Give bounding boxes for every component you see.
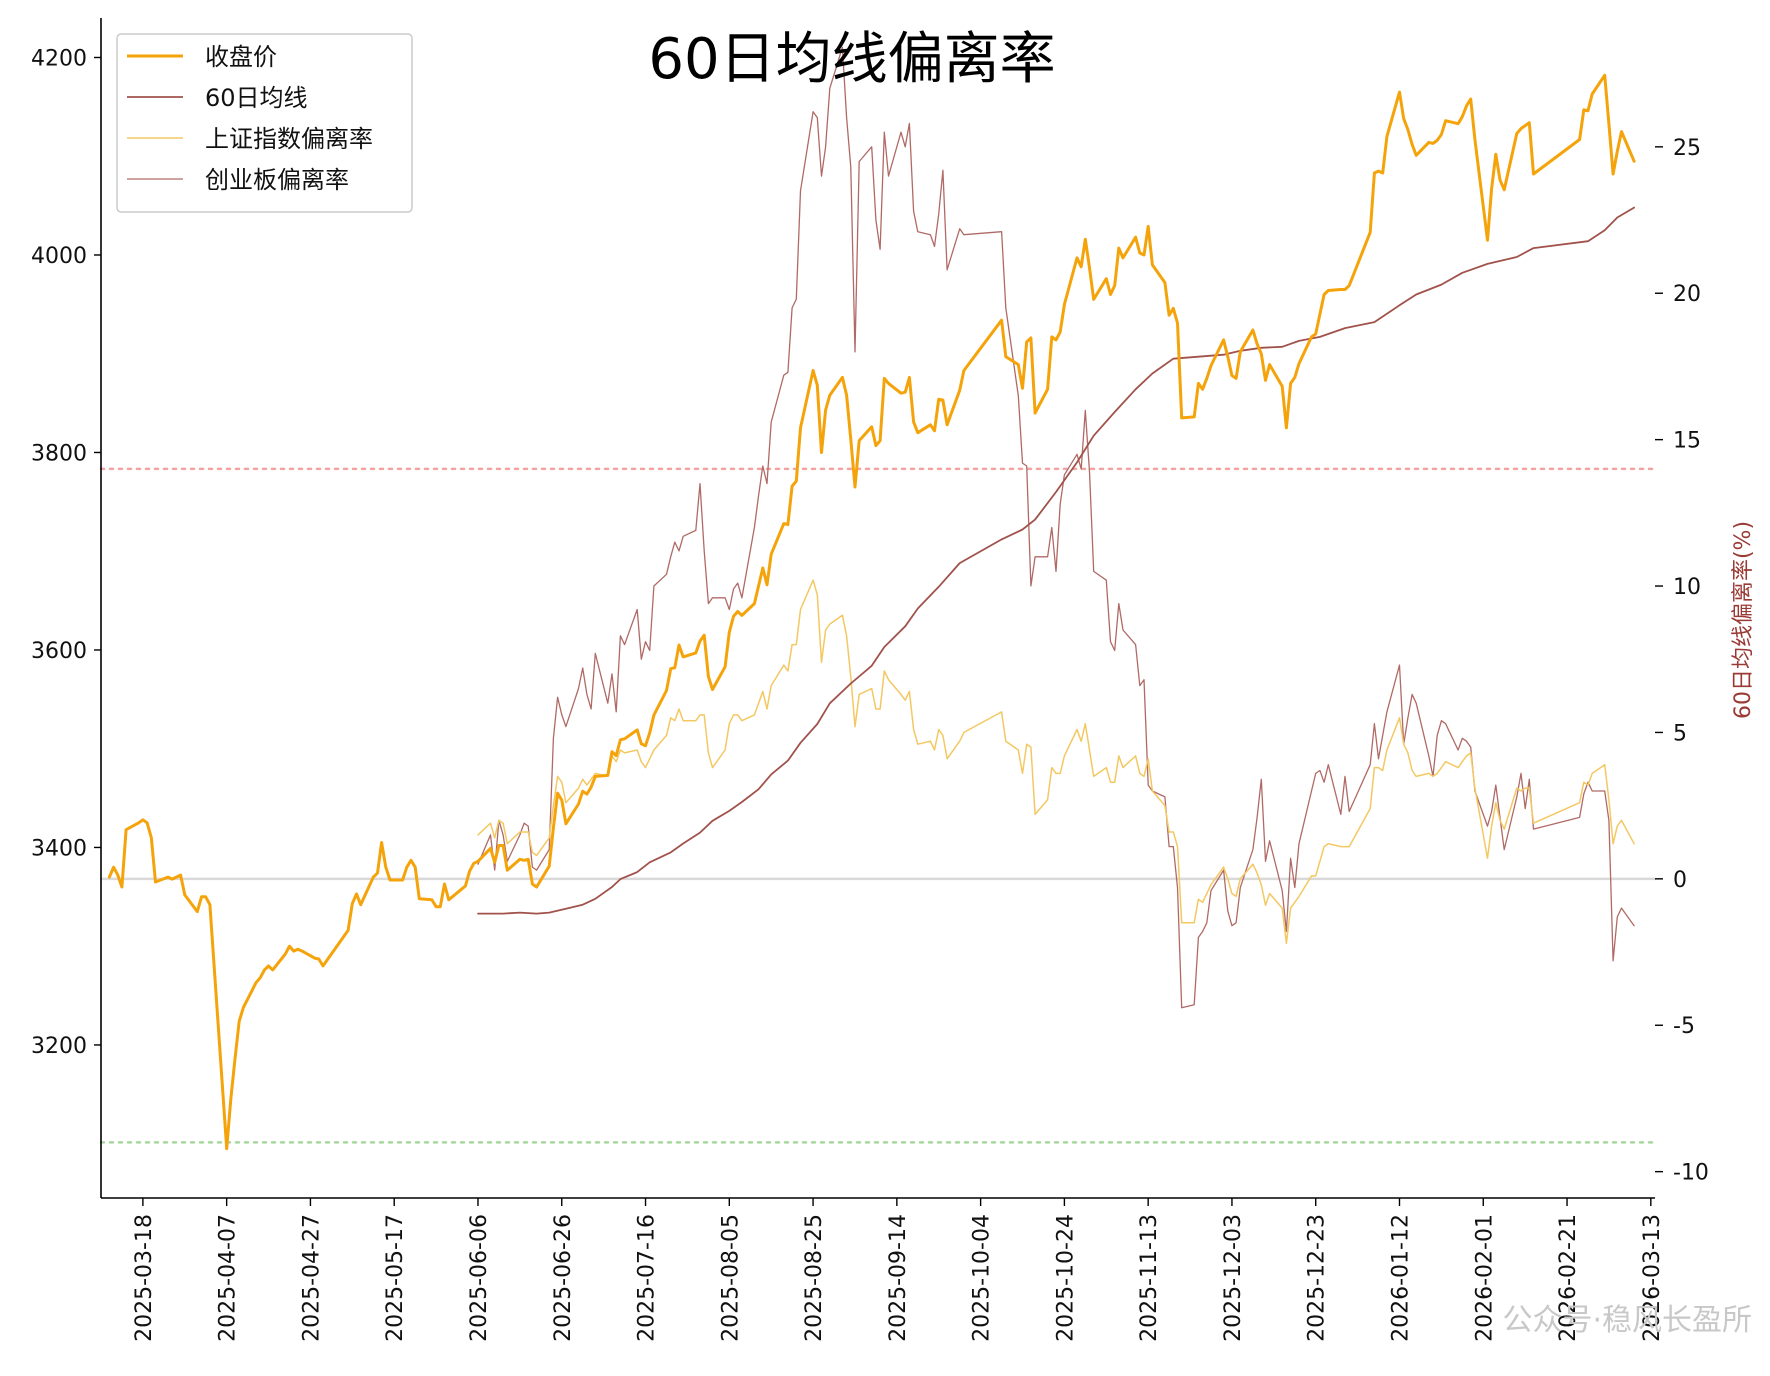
x-tick-label: 2026-02-01 bbox=[1472, 1214, 1497, 1342]
x-tick-label: 2025-10-24 bbox=[1053, 1214, 1078, 1342]
x-tick-label: 2025-07-16 bbox=[635, 1214, 660, 1342]
series-line-3 bbox=[477, 579, 1635, 945]
series-layer bbox=[107, 46, 1636, 1151]
left-tick-label: 3800 bbox=[31, 441, 87, 466]
series-line-1 bbox=[107, 73, 1636, 1151]
chart-title: 60日均线偏离率 bbox=[648, 27, 1055, 92]
right-tick-label: 10 bbox=[1673, 575, 1701, 600]
left-tick-label: 3600 bbox=[31, 639, 87, 664]
left-tick-label: 3400 bbox=[31, 836, 87, 861]
right-tick-label: -5 bbox=[1673, 1014, 1695, 1039]
series-line-2 bbox=[477, 206, 1635, 915]
right-tick-label: 15 bbox=[1673, 429, 1701, 454]
x-tick-label: 2025-10-04 bbox=[970, 1214, 995, 1342]
right-tick-label: 20 bbox=[1673, 282, 1701, 307]
x-tick-label: 2026-02-21 bbox=[1556, 1214, 1581, 1342]
x-tick-label: 2025-06-26 bbox=[551, 1214, 576, 1342]
x-tick-label: 2025-12-23 bbox=[1305, 1214, 1330, 1342]
left-tick-label: 4000 bbox=[31, 244, 87, 269]
x-tick-label: 2025-04-07 bbox=[216, 1214, 241, 1342]
x-tick-label: 2025-12-03 bbox=[1221, 1214, 1246, 1342]
watermark: 公众号·稳风长盈所 bbox=[1502, 1303, 1752, 1338]
legend-label-3: 上证指数偏离率 bbox=[205, 125, 373, 153]
legend-label-1: 收盘价 bbox=[205, 43, 277, 71]
x-tick-label: 2025-08-25 bbox=[802, 1214, 827, 1342]
right-axis-label: 60日均线偏离率(%) bbox=[1731, 521, 1756, 719]
series-line-4 bbox=[477, 46, 1635, 1009]
legend-label-2: 60日均线 bbox=[205, 84, 308, 112]
x-tick-label: 2025-04-27 bbox=[299, 1214, 324, 1342]
right-tick-label: 5 bbox=[1673, 721, 1687, 746]
right-tick-label: 0 bbox=[1673, 868, 1687, 893]
x-tick-label: 2025-11-13 bbox=[1137, 1214, 1162, 1342]
x-tick-label: 2026-03-13 bbox=[1640, 1214, 1665, 1342]
left-tick-label: 4200 bbox=[31, 46, 87, 71]
x-tick-label: 2025-05-17 bbox=[383, 1214, 408, 1342]
left-tick-label: 3200 bbox=[31, 1034, 87, 1059]
x-tick-label: 2025-08-05 bbox=[718, 1214, 743, 1342]
x-tick-label: 2025-03-18 bbox=[132, 1214, 157, 1342]
legend-label-4: 创业板偏离率 bbox=[205, 166, 349, 194]
reference-lines bbox=[99, 467, 1657, 1144]
right-tick-label: 25 bbox=[1673, 136, 1701, 161]
legend-box bbox=[116, 33, 413, 213]
axes: 3200 3400 3600 3800 4000 4200 -10 -5 0 5 10 15 20 25 2… bbox=[31, 18, 1709, 1342]
x-tick-label: 2025-06-06 bbox=[467, 1214, 492, 1342]
right-tick-label: -10 bbox=[1673, 1161, 1709, 1186]
x-tick-label: 2026-01-12 bbox=[1388, 1214, 1413, 1342]
x-tick-label: 2025-09-14 bbox=[886, 1214, 911, 1342]
